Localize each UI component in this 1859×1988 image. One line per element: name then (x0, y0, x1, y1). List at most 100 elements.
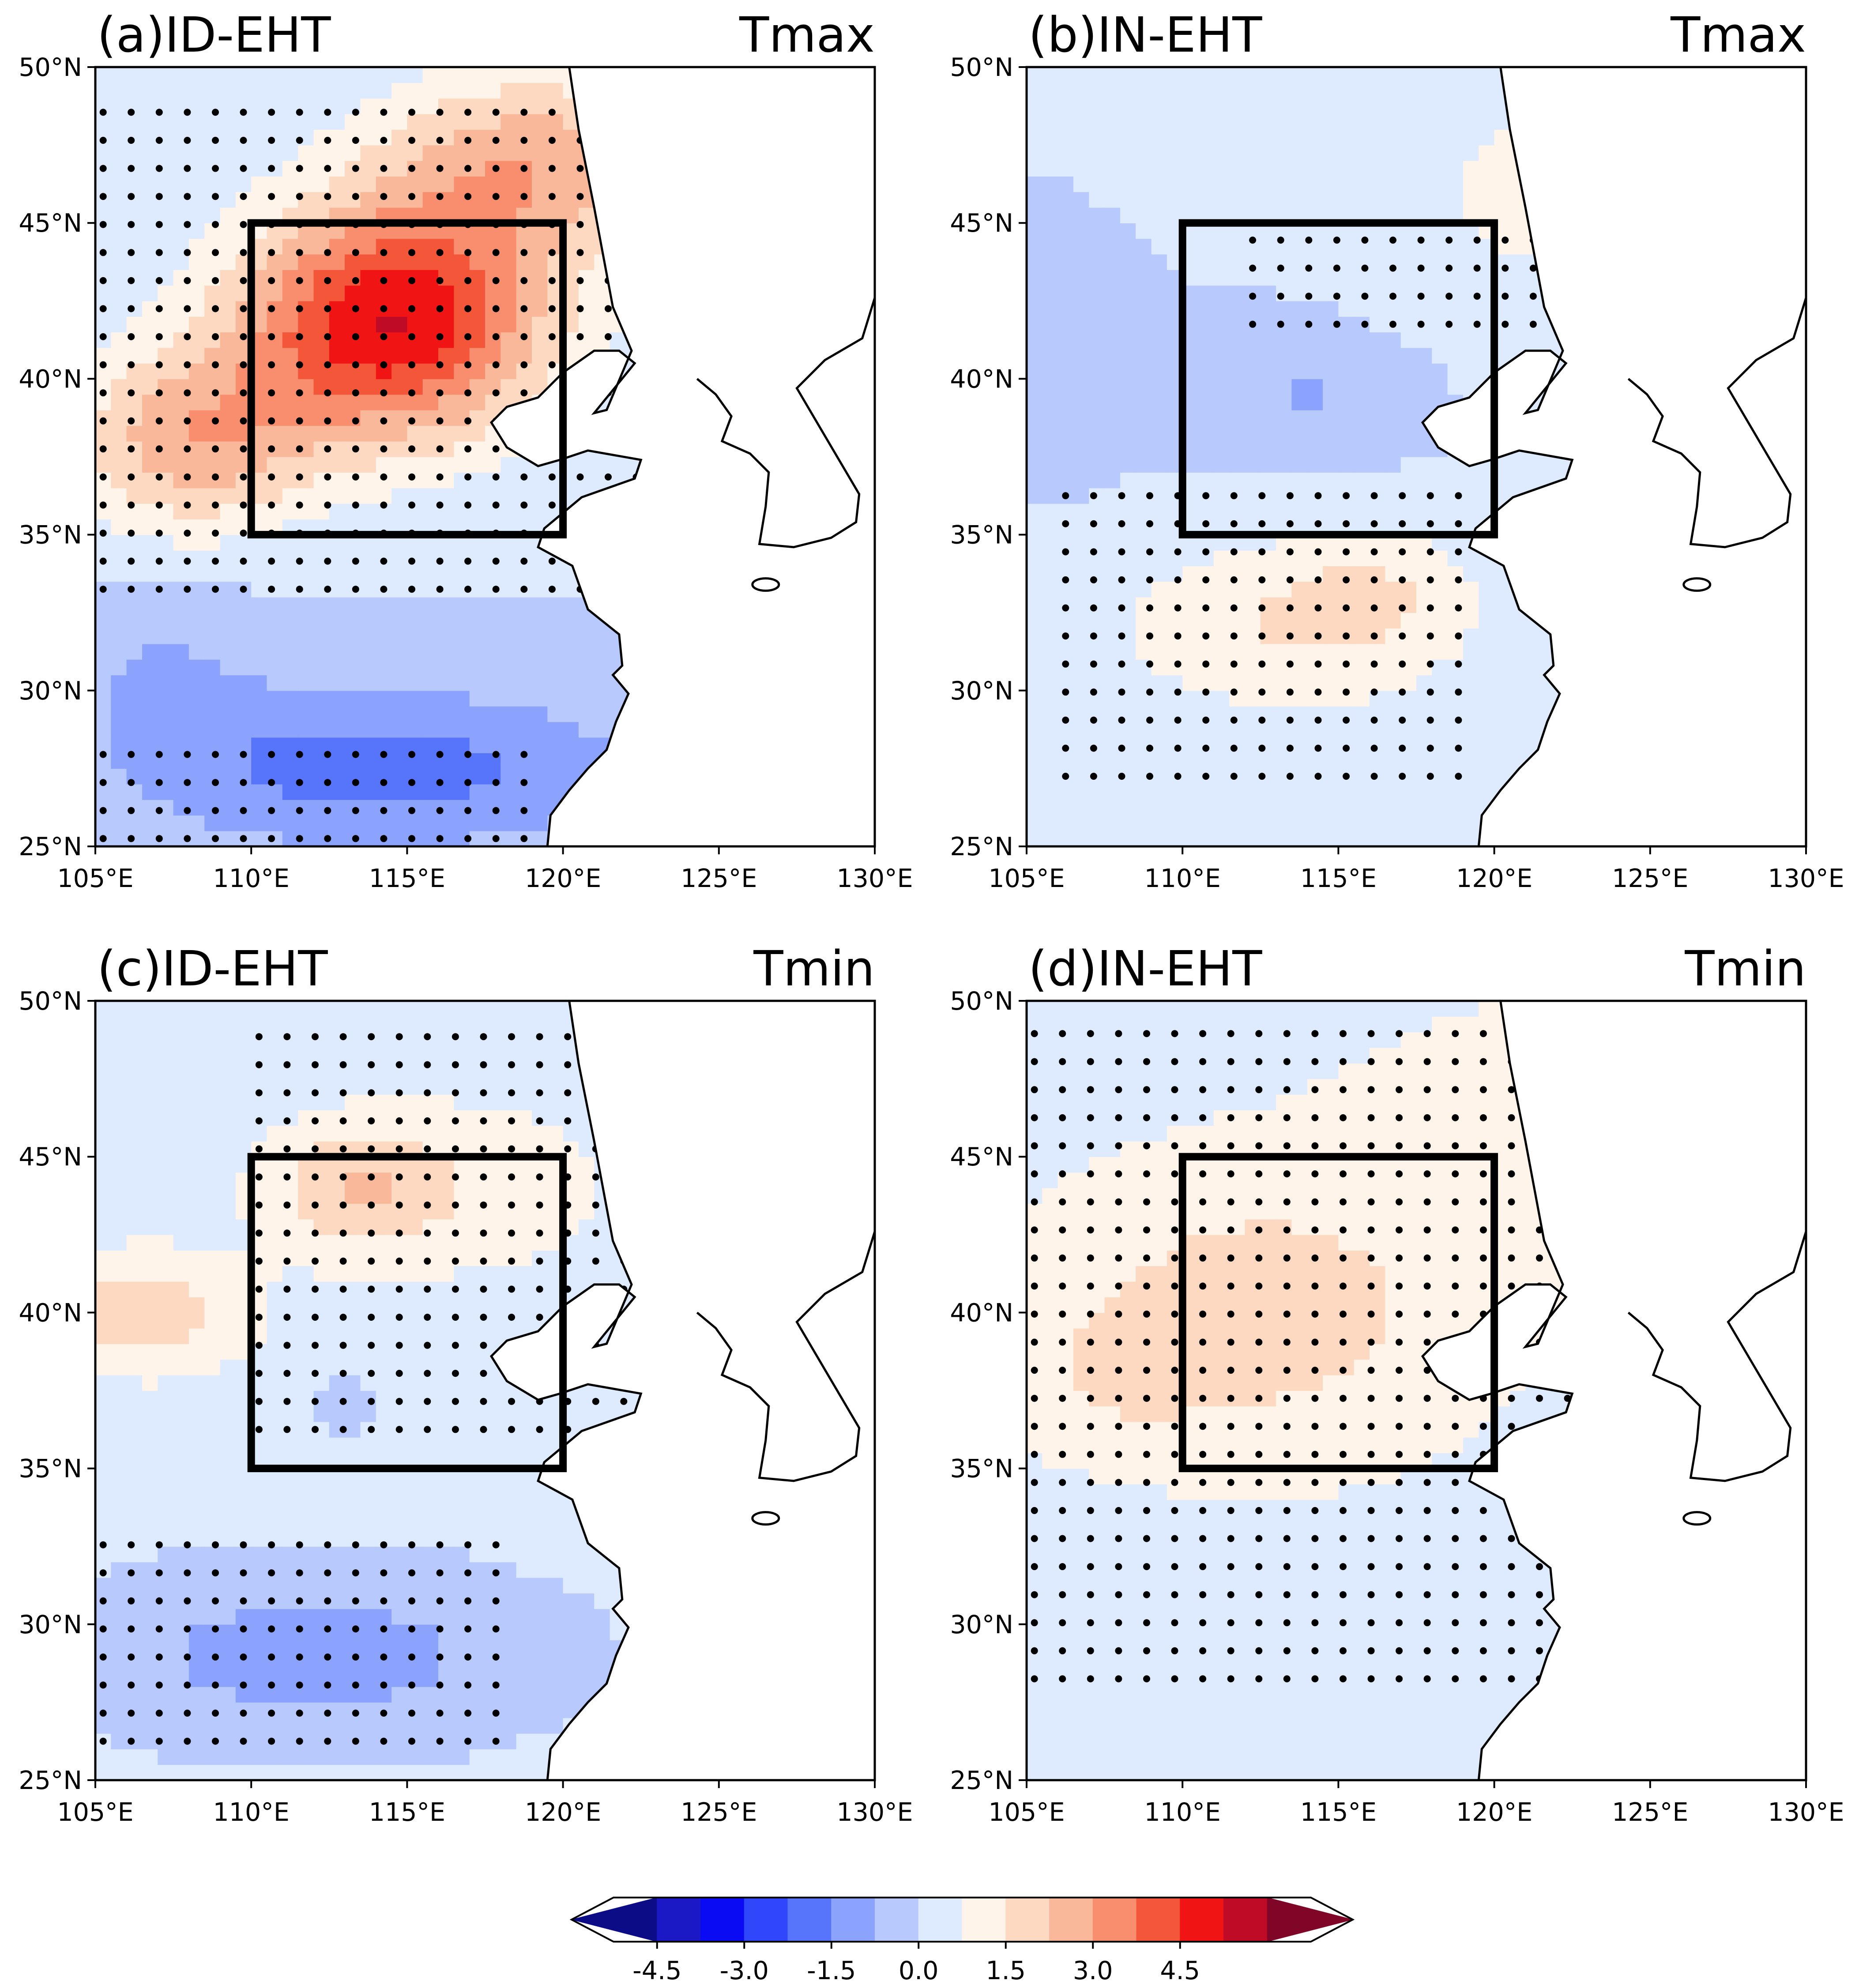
axes-frame (94, 66, 876, 848)
x-tick-label: 125°E (681, 1798, 757, 1827)
colorbar-cell (744, 1897, 788, 1942)
x-tick-label: 120°E (1456, 1798, 1532, 1827)
panel-title-right: Tmin (753, 940, 875, 997)
x-tick-label: 115°E (1300, 864, 1377, 893)
y-tick-label: 25°N (19, 832, 82, 861)
field-shading (1027, 1001, 1573, 1781)
x-tick-label: 110°E (213, 1798, 290, 1827)
axes-frame (94, 1000, 876, 1781)
region-box (1178, 1153, 1498, 1473)
x-tick-label: 105°E (57, 864, 133, 893)
colorbar-outline (569, 1897, 1355, 1943)
colorbar-cell (918, 1897, 963, 1942)
colorbar-tick-label: -4.5 (632, 1956, 681, 1985)
x-tick-label: 105°E (988, 1798, 1065, 1827)
colorbar-cell (1136, 1897, 1181, 1942)
colorbar-cell (1223, 1897, 1268, 1942)
y-tick-label: 50°N (19, 53, 82, 82)
colorbar-cell (1049, 1897, 1093, 1942)
y-tick-label: 35°N (19, 1454, 82, 1484)
y-tick-label: 50°N (19, 987, 82, 1016)
x-tick-label: 110°E (1144, 1798, 1221, 1827)
panel-title-left: (d)IN-EHT (1028, 940, 1262, 997)
y-tick-label: 30°N (19, 676, 82, 706)
x-tick-label: 115°E (369, 864, 445, 893)
colorbar-cell (831, 1897, 875, 1942)
colorbar-cells (569, 1897, 1355, 1943)
x-tick-label: 125°E (1612, 864, 1688, 893)
region-box (247, 219, 567, 539)
x-tick-label: 120°E (525, 864, 601, 893)
y-tick-label: 25°N (950, 832, 1013, 861)
y-tick-label: 45°N (950, 209, 1013, 238)
region-box (247, 1153, 567, 1473)
panel-title-left: (c)ID-EHT (97, 940, 328, 997)
panel-title-left: (b)IN-EHT (1028, 7, 1262, 63)
y-tick-label: 35°N (950, 1454, 1013, 1484)
colorbar-cell (962, 1897, 1006, 1942)
colorbar-cell (1267, 1897, 1353, 1942)
y-tick-label: 45°N (19, 209, 82, 238)
x-tick-label: 115°E (1300, 1798, 1377, 1827)
x-tick-label: 130°E (1768, 1798, 1844, 1827)
colorbar-tick-label: 0.0 (899, 1956, 939, 1985)
x-tick-label: 105°E (988, 864, 1065, 893)
axes-frame (1025, 66, 1807, 848)
colorbar-ticks: -4.5 -3.0 -1.5 0.0 1.5 3.0 4.5 (632, 1942, 1200, 1985)
y-tick-label: 30°N (950, 676, 1013, 706)
colorbar-cell (875, 1897, 919, 1942)
y-tick-label: 35°N (19, 521, 82, 550)
coastline (489, 67, 875, 846)
y-tick-label: 35°N (950, 521, 1013, 550)
x-tick-label: 130°E (836, 1798, 913, 1827)
x-tick-label: 115°E (369, 1798, 445, 1827)
colorbar-tick-label: 3.0 (1073, 1956, 1113, 1985)
colorbar-cell (657, 1897, 701, 1942)
y-tick-label: 45°N (950, 1142, 1013, 1172)
y-tick-label: 50°N (950, 987, 1013, 1016)
coastline (1421, 1001, 1806, 1780)
panel-title-left: (a)ID-EHT (97, 7, 331, 63)
colorbar-tick-label: -1.5 (807, 1956, 856, 1985)
colorbar-cell (571, 1897, 658, 1942)
significance-stipple (99, 1033, 628, 1745)
x-tick-label: 110°E (213, 864, 290, 893)
y-tick-label: 40°N (950, 365, 1013, 394)
x-tick-label: 120°E (1456, 864, 1532, 893)
colorbar-cell (700, 1897, 745, 1942)
panel-b: 105°E 110°E 115°E 120°E 125°E 130°E 25°N 30°N 35… (950, 7, 1844, 893)
colorbar-tick-label: 1.5 (986, 1956, 1026, 1985)
x-tick-label: 125°E (681, 864, 757, 893)
colorbar-cell (1092, 1897, 1137, 1942)
colorbar-tick-label: 4.5 (1160, 1956, 1200, 1985)
panel-title-right: Tmax (1670, 7, 1806, 63)
y-tick-label: 40°N (19, 1298, 82, 1327)
panel-a: 105°E 110°E 115°E 120°E 125°E 130°E 25°N 30°N 35… (19, 7, 913, 893)
field-shading (95, 67, 641, 847)
colorbar-cell (787, 1897, 832, 1942)
significance-stipple (99, 109, 640, 842)
y-tick-label: 50°N (950, 53, 1013, 82)
x-tick-label: 130°E (1768, 864, 1844, 893)
y-tick-label: 40°N (950, 1298, 1013, 1327)
x-tick-label: 130°E (836, 864, 913, 893)
colorbar-cell (1180, 1897, 1224, 1942)
y-tick-label: 30°N (19, 1610, 82, 1639)
y-tick-label: 45°N (19, 1142, 82, 1172)
panel-title-right: Tmax (739, 7, 875, 63)
panel-c: 105°E 110°E 115°E 120°E 125°E 130°E 25°N 30°N 35… (19, 940, 913, 1827)
colorbar: -4.5 -3.0 -1.5 0.0 1.5 3.0 4.5 (569, 1897, 1355, 1985)
y-tick-label: 25°N (950, 1766, 1013, 1795)
panel-title-right: Tmin (1684, 940, 1806, 997)
x-tick-label: 125°E (1612, 1798, 1688, 1827)
y-tick-label: 40°N (19, 365, 82, 394)
region-box (1178, 219, 1498, 539)
y-tick-label: 25°N (19, 1766, 82, 1795)
x-tick-label: 120°E (525, 1798, 601, 1827)
colorbar-cell (1005, 1897, 1050, 1942)
coastline (1421, 67, 1806, 846)
panels: 105°E 110°E 115°E 120°E 125°E 130°E 25°N 30°N 35… (19, 7, 1844, 1827)
field-shading (1027, 67, 1573, 847)
x-tick-label: 110°E (1144, 864, 1221, 893)
